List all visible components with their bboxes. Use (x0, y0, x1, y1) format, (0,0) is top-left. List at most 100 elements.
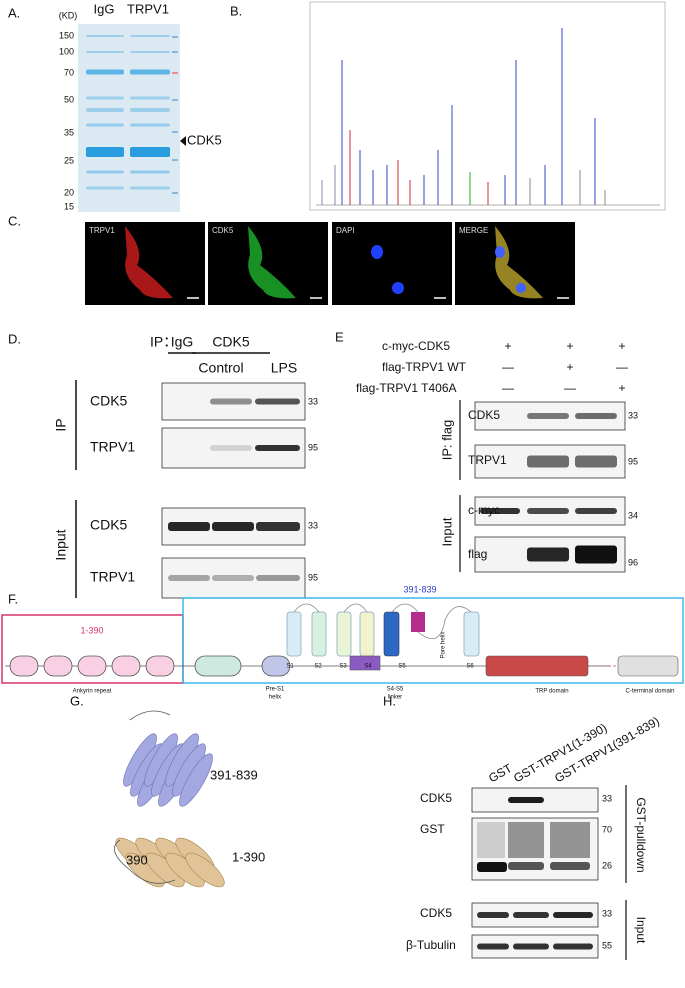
unit-label: (KD) (59, 10, 78, 20)
blot-band (575, 413, 617, 419)
gel-band (86, 96, 124, 100)
row-label: CDK5 (468, 408, 500, 422)
marker-label: 34 (628, 510, 638, 520)
row-label: flag (468, 547, 487, 561)
channel-label: CDK5 (212, 226, 234, 235)
marker-label: 33 (308, 520, 318, 530)
ankyrin-repeat (111, 655, 141, 677)
blot-band (553, 912, 593, 918)
condition-label: c-myc-CDK5 (382, 339, 450, 353)
range-label: 1-390 (80, 625, 103, 635)
section-label: IP: flag (439, 420, 454, 460)
gel-band (130, 170, 170, 174)
blot-band (212, 522, 254, 531)
domain-label: Pore helix (441, 632, 447, 659)
channel-label: DAPI (336, 226, 355, 235)
gel-band (86, 170, 124, 174)
structure-label: 391-839 (210, 767, 258, 782)
ladder-band (172, 99, 178, 101)
range-box (182, 597, 684, 684)
panel-label: C. (8, 213, 21, 228)
gel-band (130, 147, 170, 157)
transmembrane-segment (286, 611, 302, 657)
blot-band (527, 413, 569, 419)
ladder-band (172, 192, 178, 194)
s6 (463, 611, 480, 657)
domain-label: Pre-S1 (266, 687, 285, 693)
transmembrane-segment (359, 611, 375, 657)
marker-label: 70 (64, 67, 74, 77)
row-label: c-myc (468, 503, 500, 517)
blot-band (550, 862, 590, 870)
blot-band (255, 445, 300, 451)
gel (78, 24, 180, 212)
header: CDK5 (212, 334, 250, 350)
row-label: CDK5 (420, 906, 452, 920)
ladder-band (172, 131, 178, 133)
blot-band (513, 943, 549, 950)
segment-label: S1 (286, 664, 294, 670)
marker-label: 15 (64, 201, 74, 211)
row-label: CDK5 (90, 517, 128, 533)
condition-sign: + (566, 339, 573, 353)
transmembrane-segment (311, 611, 327, 657)
gel-band (130, 35, 170, 37)
marker-label: 95 (308, 572, 318, 582)
blot-band (256, 575, 300, 581)
gel-band (86, 186, 124, 190)
channel-label: MERGE (459, 226, 488, 235)
helix (179, 753, 213, 807)
blot-band (480, 508, 520, 514)
band-annotation: CDK5 (187, 132, 222, 147)
nucleus (371, 245, 383, 259)
ankyrin-repeat (77, 655, 107, 677)
nucleus (495, 246, 505, 258)
panel-label: F. (8, 591, 18, 606)
blot-band (210, 398, 252, 405)
condition-sign: + (566, 360, 573, 374)
domain-label: TRP domain (535, 689, 568, 695)
row-label: GST (420, 822, 445, 836)
blot-band (575, 545, 617, 564)
panel-label: E (335, 329, 344, 344)
loop (391, 603, 472, 640)
c-terminal-domain (617, 655, 679, 677)
nucleus (516, 283, 526, 293)
segment-label: S4 (364, 664, 372, 670)
blot-band (527, 547, 569, 562)
marker-label: 70 (602, 824, 612, 834)
row-label: TRPV1 (90, 569, 135, 585)
gel-band (130, 96, 170, 100)
blot-band (168, 575, 210, 581)
segment-label: S6 (466, 664, 474, 670)
gel-band (130, 51, 170, 53)
condition-sign: — (502, 360, 514, 374)
blot-smear (508, 822, 544, 858)
blot-band (527, 508, 569, 514)
condition-sign: + (504, 339, 511, 353)
panel-label: A. (8, 5, 20, 20)
channel-label: TRPV1 (89, 226, 115, 235)
marker-label: 33 (602, 793, 612, 803)
gel-band (86, 69, 124, 75)
marker-label: 95 (628, 456, 638, 466)
gel-band (86, 108, 124, 112)
pore-helix (411, 612, 425, 632)
panel-label: G. (70, 693, 84, 708)
blot-band (210, 445, 252, 451)
s4-s5-linker (349, 655, 381, 671)
ankyrin-repeat (9, 655, 39, 677)
blot-band (508, 862, 544, 870)
section-label: IP (53, 418, 69, 431)
marker-label: 100 (59, 46, 74, 56)
helix (185, 852, 225, 888)
gel-band (86, 35, 124, 37)
panel-label: H. (383, 693, 396, 708)
blot-band (527, 455, 569, 468)
structure-label: 1-390 (232, 849, 265, 864)
condition-label: flag-TRPV1 T406A (356, 381, 457, 395)
marker-label: 33 (628, 410, 638, 420)
section-label: GST-pulldown (634, 797, 648, 872)
marker-label: 55 (602, 940, 612, 950)
